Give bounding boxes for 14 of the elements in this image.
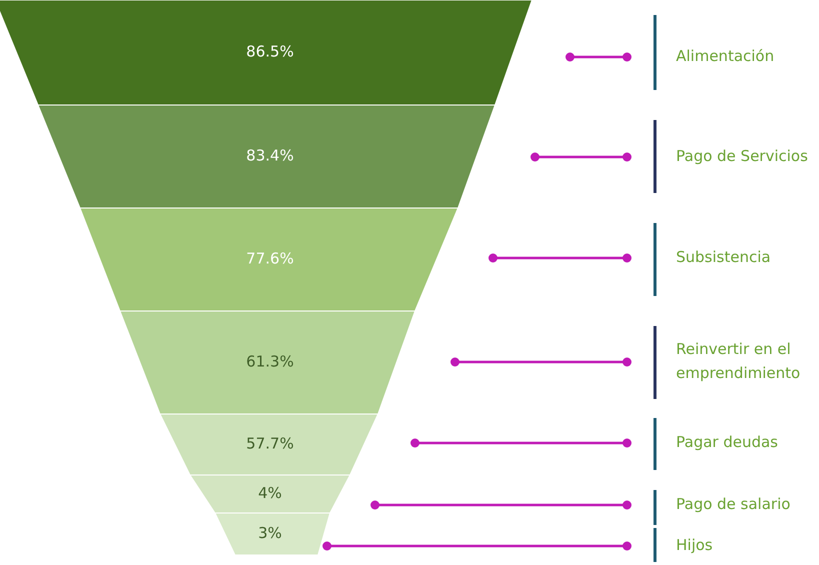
category-label: Alimentación	[676, 47, 774, 66]
category-label: Pago de Servicios	[676, 147, 808, 166]
data-label: 83.4%	[246, 146, 294, 165]
data-label: 86.5%	[246, 42, 294, 61]
data-label: 3%	[258, 524, 282, 542]
category-label: Pagar deudas	[676, 433, 778, 452]
category-label: Subsistencia	[676, 248, 771, 266]
data-label: 61.3%	[246, 352, 294, 371]
data-label: 77.6%	[246, 250, 294, 268]
data-label: 4%	[258, 484, 282, 502]
category-label: Pago de salario	[676, 495, 790, 514]
data-label: 57.7%	[246, 434, 294, 453]
category-label: Hijos	[676, 536, 713, 554]
category-label: Reinvertir en el emprendimiento	[676, 340, 800, 382]
